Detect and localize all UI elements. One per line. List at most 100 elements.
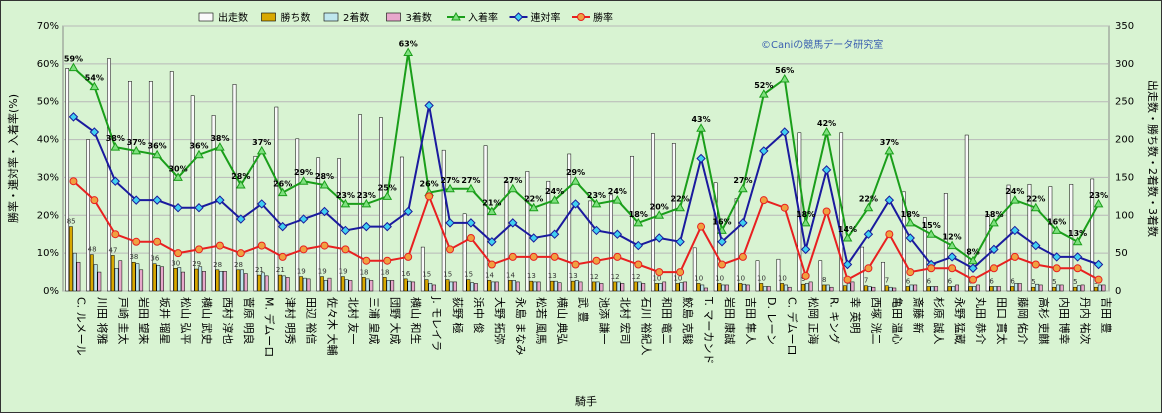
point-勝率 [174, 249, 183, 258]
bar-勝ち数 [173, 268, 178, 292]
win-count-label: 6 [948, 277, 953, 285]
bar-3着数 [976, 284, 980, 292]
point-入着率 [549, 195, 560, 204]
jockey-name: 菅原 明良 [242, 297, 256, 345]
jockey-name: 岩田 望来 [137, 297, 151, 345]
jockey-name: J. モレイラ [430, 296, 443, 351]
bar-勝ち数 [131, 261, 136, 292]
bar-3着数 [745, 284, 750, 292]
jockey-name: 高杉 吏麒 [1037, 297, 1051, 345]
point-入着率 [905, 217, 916, 227]
bar-3着数 [557, 282, 562, 292]
right-tick-label: 0 [1115, 286, 1121, 297]
jockey-name: 津村 明秀 [284, 297, 298, 345]
bar-2着数 [72, 252, 77, 292]
jockey-name: 斎藤 新 [911, 297, 925, 334]
point-入着率 [842, 232, 853, 242]
jockey-name: C. デムーロ [786, 297, 800, 355]
right-axis-title: 出走数・勝ち数・2着数・3着数 [1146, 80, 1160, 237]
place-rate-label: 24% [1005, 187, 1024, 196]
jockey-name: 戸崎 圭太 [116, 297, 130, 345]
bar-出走数 [128, 81, 132, 292]
point-連対率 [842, 259, 853, 270]
point-連対率 [131, 195, 141, 205]
point-連対率 [215, 195, 225, 205]
point-勝率 [613, 252, 622, 261]
bar-勝ち数 [382, 277, 387, 292]
win-count-label: 12 [632, 273, 641, 281]
point-連対率 [1010, 225, 1020, 236]
point-連対率 [68, 112, 79, 122]
win-count-label: 15 [443, 271, 452, 279]
point-勝率 [948, 264, 957, 273]
point-勝率 [341, 245, 350, 254]
win-count-label: 5 [1031, 278, 1035, 286]
bar-2着数 [386, 280, 391, 292]
jockey-name: 田口 貫太 [995, 297, 1008, 344]
bar-出走数 [232, 84, 237, 292]
point-入着率 [738, 183, 748, 193]
legend-swatch [323, 12, 339, 22]
win-count-label: 8 [822, 276, 826, 284]
jockey-name: 西村 淳也 [221, 297, 235, 345]
point-連対率 [424, 100, 434, 111]
bar-2着数 [198, 266, 203, 292]
point-連対率 [696, 153, 706, 164]
place-rate-label: 27% [503, 176, 522, 185]
bar-勝ち数 [1094, 286, 1098, 292]
place-rate-label: 23% [587, 191, 606, 200]
jockey-name: 横山 和生 [409, 297, 423, 345]
point-連対率 [110, 176, 121, 186]
point-勝率 [676, 268, 685, 277]
bar-2着数 [721, 284, 726, 292]
bar-勝ち数 [529, 280, 534, 292]
point-連対率 [612, 229, 623, 239]
bar-勝ち数 [759, 283, 764, 292]
right-tick-label: 150 [1115, 172, 1134, 183]
jockey-name: 丹内 祐次 [1079, 297, 1093, 345]
point-連対率 [821, 165, 832, 175]
legend-label: 出走数 [218, 11, 248, 24]
point-連対率 [89, 127, 100, 137]
place-rate-label: 21% [482, 199, 501, 208]
point-勝率 [906, 268, 915, 277]
bar-勝ち数 [278, 274, 282, 292]
point-入着率 [675, 202, 686, 212]
bar-3着数 [892, 287, 897, 292]
place-rate-label: 20% [650, 202, 669, 211]
bar-出走数 [609, 194, 613, 292]
bar-出走数 [86, 139, 90, 292]
left-tick-label: 30% [37, 172, 59, 183]
point-連対率 [298, 214, 309, 224]
bar-2着数 [1056, 284, 1060, 292]
place-rate-label: 18% [796, 210, 815, 219]
point-勝率 [550, 252, 559, 261]
place-rate-label: 23% [336, 191, 355, 200]
point-入着率 [779, 73, 790, 83]
bar-2着数 [1076, 285, 1081, 292]
place-rate-label: 22% [524, 195, 543, 204]
bar-3着数 [808, 281, 813, 292]
point-連対率 [780, 127, 790, 137]
point-入着率 [131, 145, 142, 155]
bar-勝ち数 [340, 276, 345, 292]
bar-2着数 [533, 281, 537, 292]
bar-出走数 [316, 157, 321, 292]
bar-3着数 [725, 284, 729, 292]
bar-3着数 [787, 286, 792, 292]
point-連対率 [528, 233, 539, 243]
win-count-label: 21 [255, 266, 264, 274]
bar-出走数 [630, 155, 634, 292]
bar-勝ち数 [236, 269, 241, 292]
bar-出走数 [964, 134, 969, 292]
bar-2着数 [909, 284, 914, 292]
bar-3着数 [348, 280, 353, 292]
place-rate-label: 52% [754, 81, 773, 90]
bar-2着数 [1014, 283, 1018, 292]
bar-3着数 [432, 284, 436, 292]
win-count-label: 30 [171, 259, 180, 267]
bar-2着数 [261, 272, 265, 292]
bar-勝ち数 [1052, 286, 1057, 292]
bar-出走数 [1048, 186, 1053, 292]
place-rate-label: 24% [545, 187, 564, 196]
